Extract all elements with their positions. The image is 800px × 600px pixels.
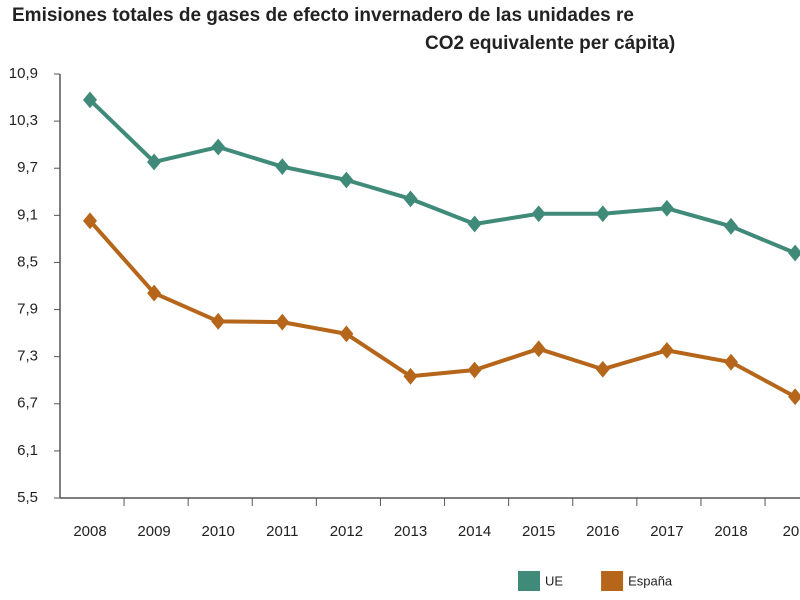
marker <box>403 190 418 208</box>
x-tick-label: 201 <box>783 523 800 540</box>
marker <box>467 361 482 379</box>
marker <box>659 341 674 359</box>
y-tick-label: 10,9 <box>9 65 38 82</box>
marker <box>211 138 226 156</box>
chart-title: CO2 equivalente per cápita) <box>425 33 675 54</box>
x-tick-label: 2010 <box>202 523 235 540</box>
marker <box>403 367 418 385</box>
marker <box>467 215 482 233</box>
x-tick-label: 2012 <box>330 523 363 540</box>
legend-text: UE <box>545 573 563 588</box>
marker <box>595 360 610 378</box>
marker <box>83 212 97 230</box>
x-tick-label: 2016 <box>586 523 619 540</box>
y-tick-label: 7,3 <box>17 348 38 365</box>
marker <box>595 205 610 223</box>
series-line <box>88 219 797 399</box>
marker <box>147 284 162 302</box>
y-tick-label: 5,5 <box>17 489 38 506</box>
y-tick-label: 9,1 <box>17 206 38 223</box>
y-tick-label: 8,5 <box>17 253 38 270</box>
marker <box>788 244 800 262</box>
chart-title: Emisiones totales de gases de efecto inv… <box>12 5 634 26</box>
legend-swatch <box>518 571 540 591</box>
y-tick-label: 7,9 <box>17 301 38 318</box>
marker <box>724 353 738 371</box>
y-tick-label: 6,1 <box>17 442 38 459</box>
marker <box>275 313 290 331</box>
x-tick-label: 2018 <box>714 523 747 540</box>
x-tick-label: 2014 <box>458 523 491 540</box>
x-tick-label: 2008 <box>73 523 106 540</box>
marker <box>275 158 290 176</box>
x-tick-label: 2017 <box>650 523 683 540</box>
legend-text: España <box>628 573 673 588</box>
marker <box>531 205 546 223</box>
marker <box>531 340 546 358</box>
marker <box>724 217 738 235</box>
x-tick-label: 2013 <box>394 523 427 540</box>
marker <box>211 312 226 330</box>
marker <box>339 171 354 189</box>
y-tick-label: 9,7 <box>17 159 38 176</box>
marker <box>659 199 674 217</box>
y-tick-label: 10,3 <box>9 112 38 129</box>
series-line <box>88 98 796 255</box>
x-tick-label: 2011 <box>266 523 298 540</box>
marker <box>788 388 800 406</box>
marker <box>339 325 354 343</box>
x-tick-label: 2009 <box>137 523 170 540</box>
legend-swatch <box>601 571 624 591</box>
marker <box>147 153 162 171</box>
x-tick-label: 2015 <box>522 523 555 540</box>
y-tick-label: 6,7 <box>17 395 38 412</box>
marker <box>83 91 97 109</box>
